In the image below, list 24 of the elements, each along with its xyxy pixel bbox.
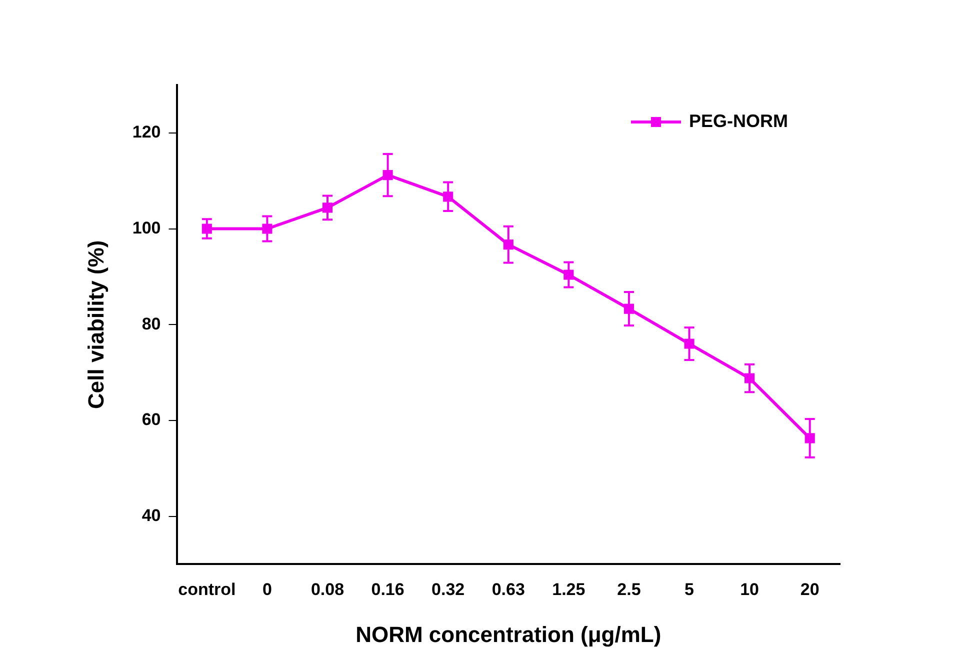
y-tick-label: 120	[132, 122, 161, 142]
x-tick-label: 5	[684, 580, 694, 600]
y-tick-label: 100	[132, 218, 161, 238]
point	[262, 224, 272, 234]
point	[564, 270, 574, 280]
point	[202, 224, 212, 234]
y-tick-label: 40	[142, 506, 161, 525]
x-tick-label: 20	[800, 580, 820, 600]
y-tick-label: 80	[142, 314, 161, 334]
x-tick-label: control	[178, 580, 236, 600]
x-tick-label: 0.08	[310, 580, 344, 600]
point	[684, 338, 694, 349]
point	[744, 373, 755, 384]
x-axis-title: NORM concentration (μg/mL)	[356, 622, 662, 647]
x-tick-label: 10	[740, 580, 760, 600]
x-tick-label: 0	[262, 580, 272, 600]
y-axis-title: Cell viability (%)	[83, 240, 108, 409]
x-tick-label: 0.63	[492, 580, 525, 600]
x-tick-label: 0.32	[432, 580, 465, 600]
x-tick-label: 2.5	[617, 580, 641, 600]
y-tick-label: 60	[142, 410, 161, 430]
x-tick-label: 0.16	[371, 580, 404, 600]
x-tick-label: 1.25	[552, 580, 586, 600]
legend-label: PEG-NORM	[689, 110, 788, 131]
